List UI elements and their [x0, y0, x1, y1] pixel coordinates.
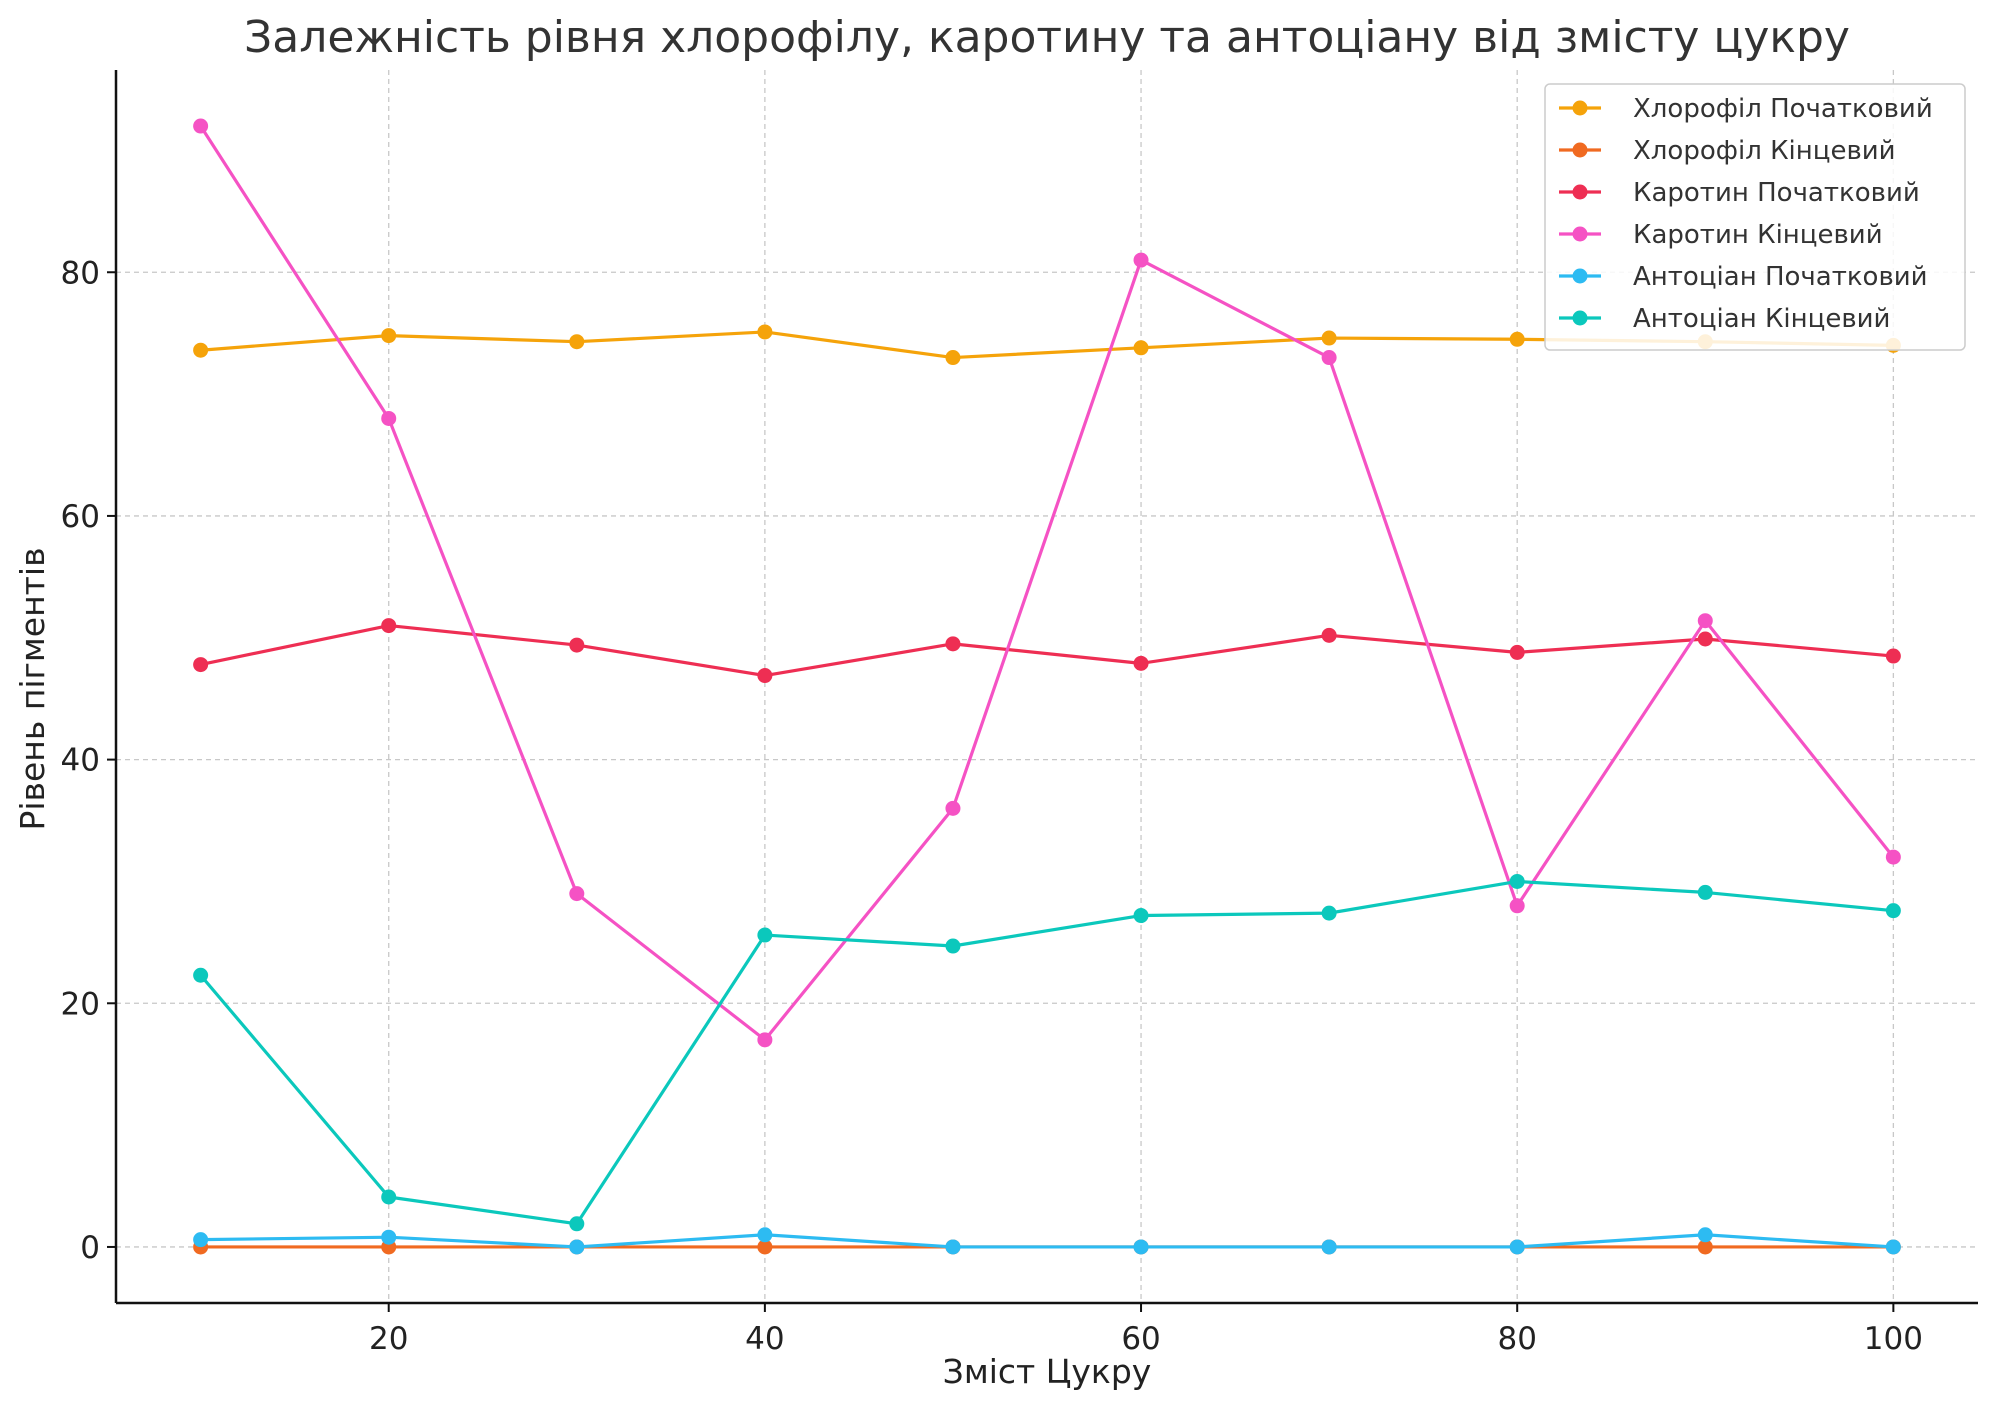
data-point [757, 1032, 773, 1048]
data-point [1697, 1239, 1713, 1255]
data-point [381, 328, 397, 344]
legend-label: Антоціан Початковий [1633, 262, 1928, 292]
legend-item: Каротин Початковий [1559, 178, 1920, 208]
data-point [193, 342, 209, 358]
data-point [569, 1216, 585, 1232]
axes [114, 70, 1978, 1305]
legend-item: Антоціан Кінцевий [1559, 304, 1890, 334]
data-point [1321, 905, 1337, 921]
data-point [193, 657, 209, 673]
series-4 [193, 118, 1901, 1048]
data-point [1133, 1239, 1149, 1255]
y-tick-label: 60 [61, 499, 100, 535]
data-point [1697, 613, 1713, 629]
data-point [1133, 655, 1149, 671]
data-point [945, 636, 961, 652]
legend-swatch-marker [1572, 100, 1588, 116]
data-point [1885, 648, 1901, 664]
data-point [193, 118, 209, 134]
data-point [381, 410, 397, 426]
data-point [757, 1239, 773, 1255]
x-tick-label: 100 [1864, 1321, 1923, 1357]
data-point [1509, 898, 1525, 914]
y-tick-label: 80 [61, 255, 100, 291]
data-point [1697, 884, 1713, 900]
data-point [569, 886, 585, 902]
data-point [1509, 331, 1525, 347]
data-point [1885, 903, 1901, 919]
x-tick-label: 60 [1121, 1321, 1160, 1357]
x-tick-label: 80 [1497, 1321, 1536, 1357]
data-point [945, 800, 961, 816]
legend-item: Антоціан Початковий [1559, 262, 1928, 292]
data-point [1697, 1227, 1713, 1243]
legend-label: Антоціан Кінцевий [1633, 304, 1890, 334]
legend-label: Хлорофіл Початковий [1633, 94, 1933, 124]
data-point [757, 1227, 773, 1243]
data-point [1885, 1239, 1901, 1255]
x-tick-label: 20 [369, 1321, 408, 1357]
data-point [1133, 908, 1149, 924]
data-point [1321, 627, 1337, 643]
data-point [381, 1189, 397, 1205]
data-point [1509, 873, 1525, 889]
data-point [193, 967, 209, 983]
data-point [381, 1229, 397, 1245]
x-tick-label: 40 [745, 1321, 784, 1357]
data-point [945, 1239, 961, 1255]
y-tick-label: 20 [61, 986, 100, 1022]
series-line [200, 623, 1894, 678]
data-series [193, 118, 1901, 1255]
legend-label: Каротин Початковий [1633, 178, 1920, 208]
y-tick-label: 0 [80, 1230, 100, 1266]
data-point [757, 668, 773, 684]
legend-swatch-marker [1572, 142, 1588, 158]
data-point [1321, 1239, 1337, 1255]
data-point [193, 1232, 209, 1248]
data-point [1133, 340, 1149, 356]
series-5 [193, 1227, 1901, 1255]
data-point [1321, 330, 1337, 346]
data-point [569, 637, 585, 653]
legend-box [1544, 83, 1966, 351]
y-tick-label: 40 [61, 743, 100, 779]
series-6 [193, 873, 1901, 1232]
tick-labels: 20 40 60 80 100 0 20 40 60 80 [61, 255, 1923, 1357]
data-point [1509, 1239, 1525, 1255]
series-3 [193, 618, 1901, 684]
data-point [569, 1239, 585, 1255]
data-point [945, 938, 961, 954]
legend-item: Хлорофіл Кінцевий [1559, 136, 1896, 166]
legend-swatch-marker [1572, 184, 1588, 200]
data-point [381, 618, 397, 634]
legend-swatch-marker [1572, 310, 1588, 326]
legend-swatch-marker [1572, 226, 1588, 242]
data-point [945, 350, 961, 366]
data-point [757, 927, 773, 943]
legend-swatch-marker [1572, 268, 1588, 284]
y-axis-label: Рівень пігментів [13, 547, 52, 830]
chart-title: Залежність рівня хлорофілу, каротину та … [244, 12, 1850, 63]
legend: Хлорофіл Початковий Хлорофіл Кінцевий Каро… [1544, 83, 1966, 351]
series-line [199, 879, 1894, 1226]
data-point [569, 334, 585, 350]
legend-label: Хлорофіл Кінцевий [1633, 136, 1896, 166]
legend-label: Каротин Кінцевий [1633, 220, 1883, 250]
data-point [1321, 350, 1337, 366]
data-point [1885, 849, 1901, 865]
series-line [199, 125, 1895, 1042]
series-line [200, 1233, 1894, 1249]
data-point [1697, 631, 1713, 647]
legend-item: Каротин Кінцевий [1559, 220, 1883, 250]
data-point [1133, 252, 1149, 268]
legend-item: Хлорофіл Початковий [1559, 94, 1933, 124]
data-point [1509, 644, 1525, 660]
data-point [757, 324, 773, 340]
x-axis-label: Зміст Цукру [943, 1352, 1152, 1391]
